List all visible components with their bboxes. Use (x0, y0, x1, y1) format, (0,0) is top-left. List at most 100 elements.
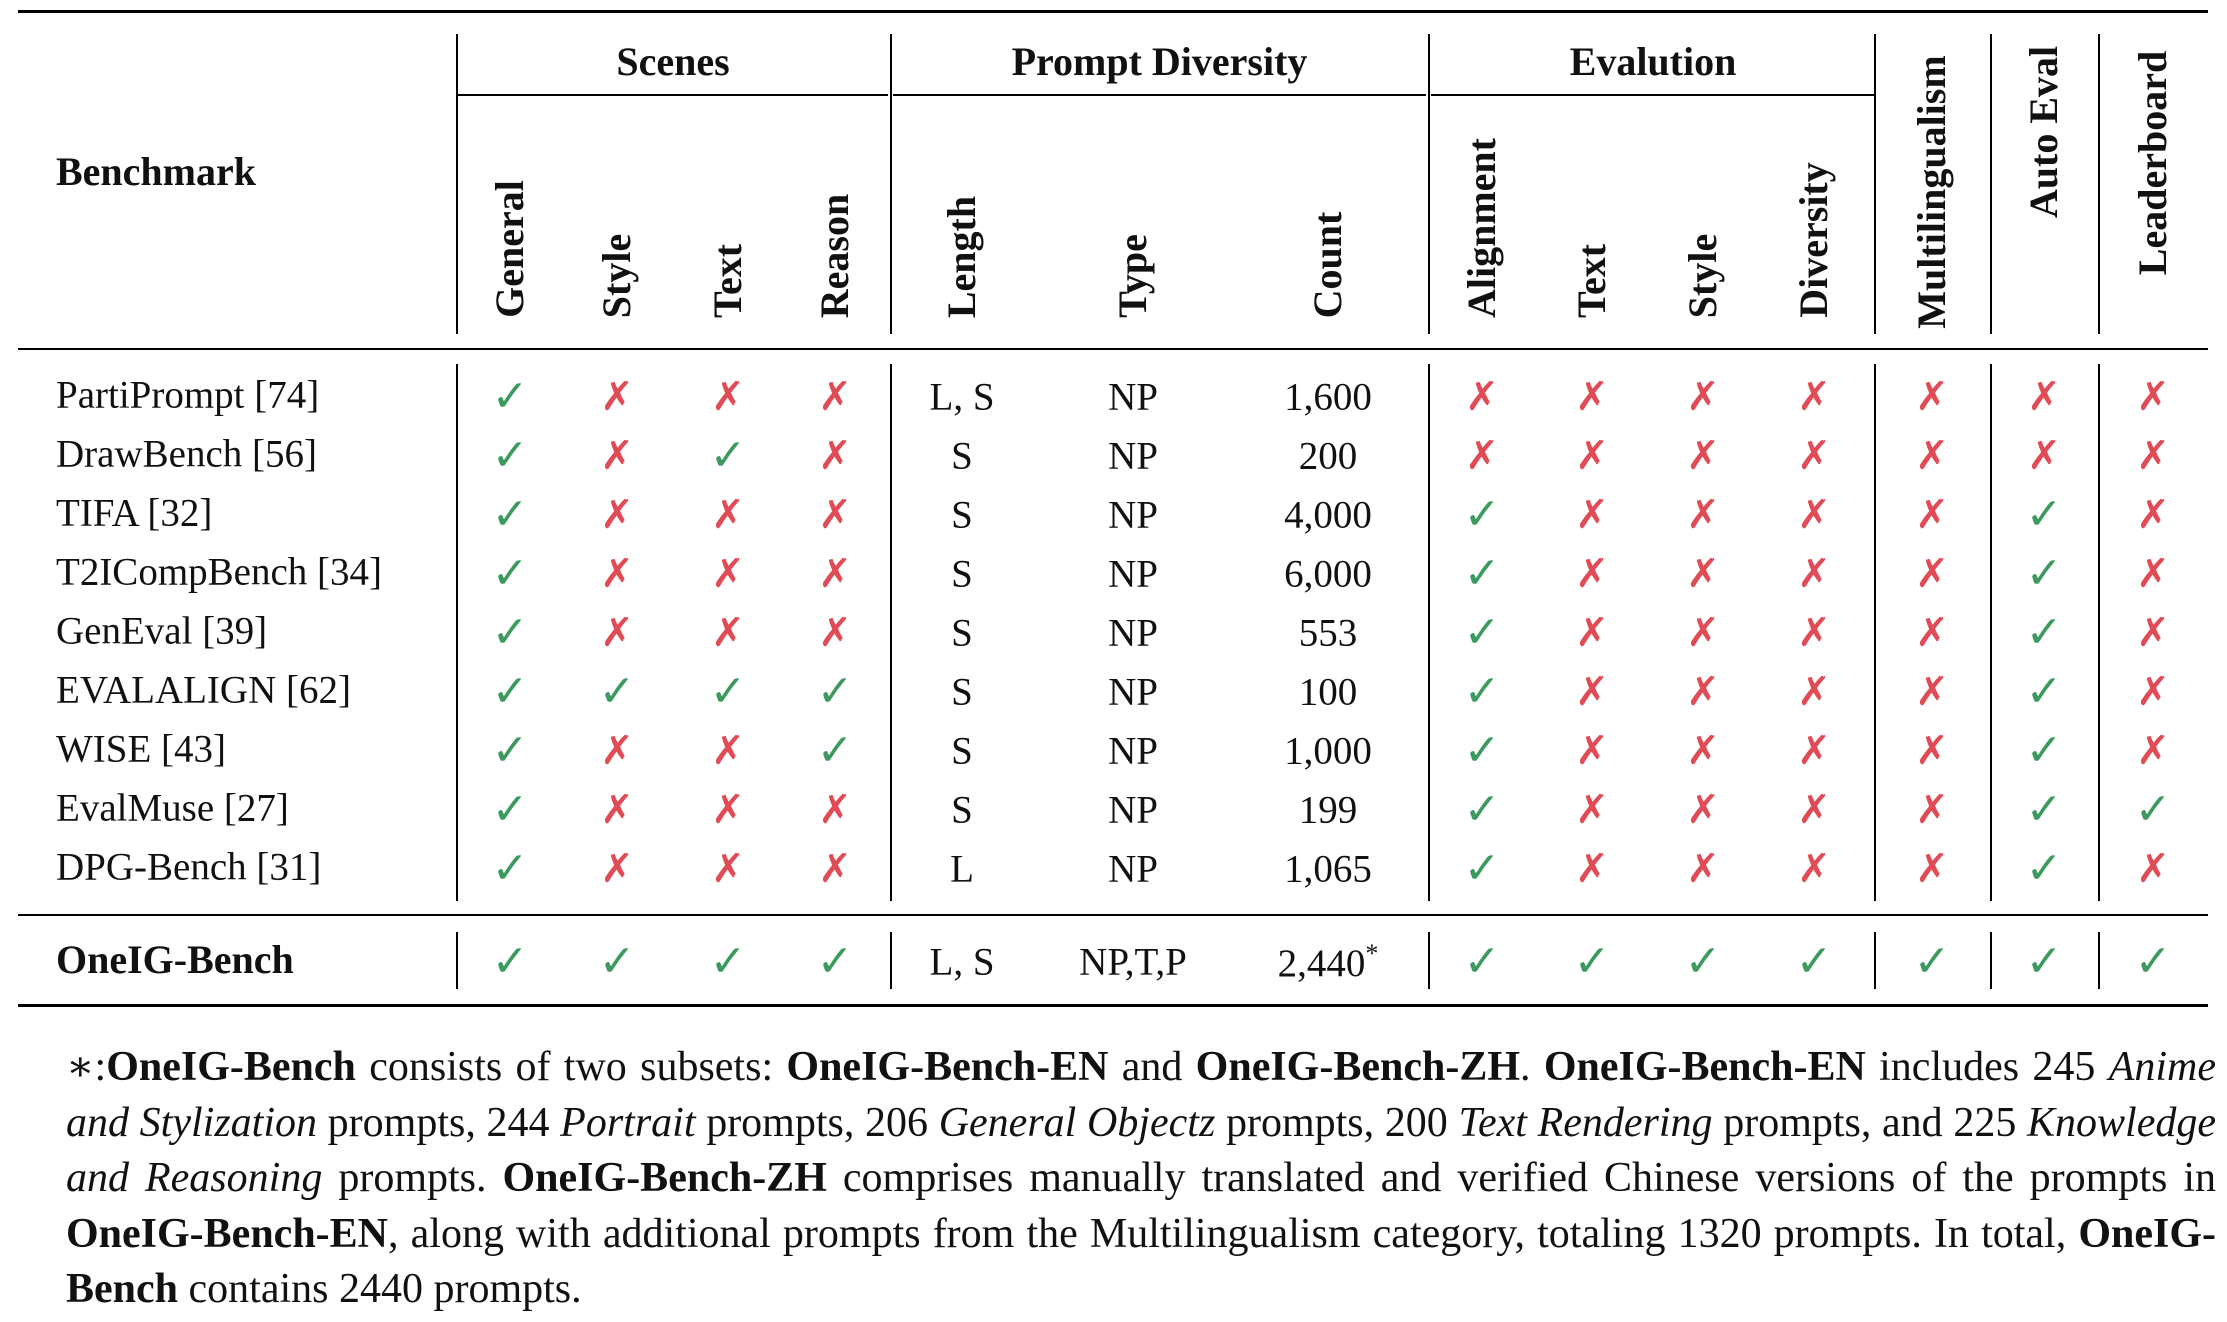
footnote-bold-5: OneIG-Bench-ZH (502, 1155, 827, 1201)
cell-tifa-32-length: S (951, 493, 973, 537)
header-vline-1 (456, 34, 458, 334)
row-name-tifa-32: TIFA [32] (56, 491, 213, 535)
cell-evalmuse-27-length: S (951, 788, 973, 832)
cell-evalalign-62-count: 100 (1298, 670, 1358, 714)
cell-t2icompbench-34-type: NP (1108, 552, 1158, 596)
cell-geneval-39-count: 553 (1298, 611, 1358, 655)
footnote-text-8: prompts, 200 (1215, 1099, 1459, 1146)
cell-drawbench-56-auto-eval: ✗ (2027, 433, 2061, 478)
cell-dpg-bench-31-style: ✗ (600, 846, 634, 891)
cell-evalmuse-27-multilingualism: ✗ (1915, 787, 1949, 832)
cell-evalmuse-27-type: NP (1108, 788, 1158, 832)
cell-drawbench-56-text: ✓ (709, 431, 747, 480)
cell-partiprompt-74-auto-eval: ✗ (2027, 374, 2061, 419)
col-header-multilingualism-11: Multilingualism (1909, 54, 1954, 329)
cell-geneval-39-text: ✗ (1575, 610, 1609, 655)
cell-wise-43-multilingualism: ✗ (1915, 728, 1949, 773)
col-header-auto-eval-12: Auto Eval (2021, 45, 2066, 219)
cell-oneig-bench-text: ✓ (1573, 937, 1611, 986)
cell-dpg-bench-31-style: ✗ (1686, 846, 1720, 891)
footnote-italic-2: Portrait (560, 1099, 696, 1146)
cell-t2icompbench-34-multilingualism: ✗ (1915, 551, 1949, 596)
prompt-diversity-group-header: Prompt Diversity (1011, 39, 1308, 84)
cell-wise-43-text: ✗ (711, 728, 745, 773)
col-header-alignment-7: Alignment (1459, 138, 1504, 318)
cell-dpg-bench-31-length: L (950, 847, 974, 891)
cell-partiprompt-74-count: 1,600 (1284, 375, 1372, 419)
cell-oneig-bench-count: 2,440* (1277, 939, 1379, 985)
cell-wise-43-text: ✗ (1575, 728, 1609, 773)
cell-dpg-bench-31-count: 1,065 (1284, 847, 1372, 891)
cell-geneval-39-text: ✗ (711, 610, 745, 655)
header-vline-2 (890, 34, 892, 334)
cell-drawbench-56-leaderboard: ✗ (2136, 433, 2170, 478)
cell-drawbench-56-type: NP (1108, 434, 1158, 478)
row-name-drawbench-56: DrawBench [56] (56, 432, 317, 476)
footnote-text-12: , along with additional prompts from the… (388, 1210, 2079, 1257)
evaluation-group-header: Evalution (1569, 39, 1737, 84)
cell-wise-43-count: 1,000 (1284, 729, 1372, 773)
cell-tifa-32-text: ✗ (1575, 492, 1609, 537)
col-header-count-6: Count (1305, 211, 1350, 318)
cell-dpg-bench-31-text: ✗ (1575, 846, 1609, 891)
cell-partiprompt-74-text: ✗ (1575, 374, 1609, 419)
cell-tifa-32-count: 4,000 (1284, 493, 1372, 537)
cell-t2icompbench-34-text: ✗ (1575, 551, 1609, 596)
cell-evalalign-62-length: S (951, 670, 973, 714)
header-vline-3 (1428, 34, 1430, 334)
cell-drawbench-56-general: ✓ (491, 431, 529, 480)
cell-wise-43-style: ✗ (1686, 728, 1720, 773)
cell-evalmuse-27-text: ✗ (1575, 787, 1609, 832)
footnote-text-3: and (1108, 1044, 1196, 1090)
body-vline-2 (890, 364, 892, 901)
cell-partiprompt-74-style: ✗ (1686, 374, 1720, 419)
footnote-text-2: consists of two subsets: (355, 1044, 787, 1090)
cell-tifa-32-style: ✗ (1686, 492, 1720, 537)
cell-drawbench-56-style: ✗ (1686, 433, 1720, 478)
cell-oneig-bench-length: L, S (929, 940, 995, 984)
footnote-bold-2: OneIG-Bench-EN (786, 1044, 1109, 1090)
col-header-text-2: Text (705, 243, 750, 319)
cell-wise-43-reason: ✓ (816, 726, 854, 775)
footnote-text-6: prompts, 244 (317, 1099, 561, 1146)
cell-dpg-bench-31-diversity: ✗ (1797, 846, 1831, 891)
cell-evalalign-62-text: ✗ (1575, 669, 1609, 714)
cell-t2icompbench-34-count: 6,000 (1284, 552, 1372, 596)
col-header-style-9: Style (1680, 233, 1725, 319)
body-vline-6 (2098, 364, 2100, 901)
cell-drawbench-56-text: ✗ (1575, 433, 1609, 478)
cell-evalalign-62-style: ✓ (598, 667, 636, 716)
body-vline-5 (1990, 364, 1992, 901)
row-name-evalmuse-27: EvalMuse [27] (56, 786, 289, 830)
header-vline-5 (1990, 34, 1992, 334)
cell-geneval-39-type: NP (1108, 611, 1158, 655)
cell-oneig-bench-alignment: ✓ (1463, 937, 1501, 986)
cell-wise-43-style: ✗ (600, 728, 634, 773)
cell-drawbench-56-style: ✗ (600, 433, 634, 478)
cell-dpg-bench-31-general: ✓ (491, 844, 529, 893)
cell-dpg-bench-31-text: ✗ (711, 846, 745, 891)
cell-dpg-bench-31-reason: ✗ (818, 846, 852, 891)
cell-partiprompt-74-text: ✗ (711, 374, 745, 419)
cell-geneval-39-general: ✓ (491, 608, 529, 657)
cell-partiprompt-74-type: NP (1108, 375, 1158, 419)
cell-t2icompbench-34-diversity: ✗ (1797, 551, 1831, 596)
row-name-partiprompt-74: PartiPrompt [74] (56, 373, 320, 417)
cell-oneig-bench-general: ✓ (491, 937, 529, 986)
cell-evalmuse-27-text: ✗ (711, 787, 745, 832)
footnote-text-4: . (1520, 1044, 1544, 1090)
cell-tifa-32-text: ✗ (711, 492, 745, 537)
header-vline-6 (2098, 34, 2100, 334)
cell-evalalign-62-diversity: ✗ (1797, 669, 1831, 714)
cell-t2icompbench-34-alignment: ✓ (1463, 549, 1501, 598)
evaluation-group-rule (1431, 94, 1875, 96)
footnote-text-9: prompts, and 225 (1712, 1099, 2028, 1146)
body-vline-4 (1874, 364, 1876, 901)
cell-t2icompbench-34-style: ✗ (1686, 551, 1720, 596)
cell-oneig-bench-multilingualism: ✓ (1913, 937, 1951, 986)
cell-dpg-bench-31-type: NP (1108, 847, 1158, 891)
bottom-rule (18, 1004, 2208, 1007)
final-vline-2 (890, 932, 892, 989)
footnote-text-13: contains 2440 prompts. (178, 1266, 582, 1312)
cell-evalmuse-27-count: 199 (1298, 788, 1358, 832)
